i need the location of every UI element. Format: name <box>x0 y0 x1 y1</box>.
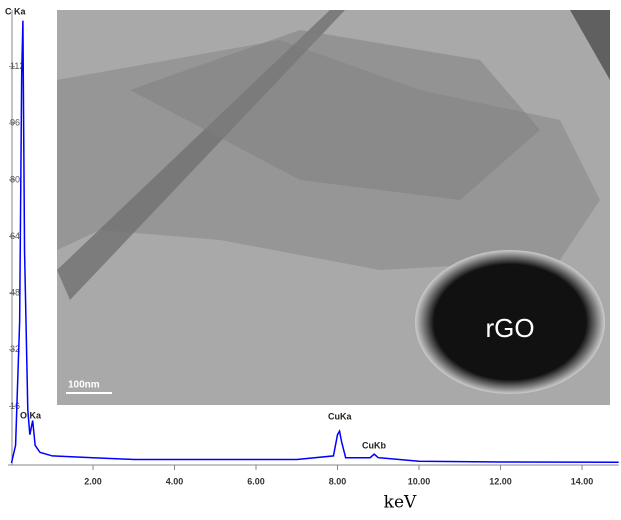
peak-label: O Ka <box>20 410 42 420</box>
x-tick-label: 12.00 <box>489 476 512 486</box>
x-tick-label: 2.00 <box>84 476 102 486</box>
x-tick-label: 8.00 <box>329 476 347 486</box>
x-tick-label: 10.00 <box>408 476 431 486</box>
peak-label: C Ka <box>5 6 26 16</box>
page: 1632486480961122.004.006.008.0010.0012.0… <box>0 0 621 520</box>
inset-label: rGO <box>485 313 534 343</box>
peak-label: CuKb <box>362 440 386 450</box>
x-axis-label: keV <box>384 493 417 513</box>
y-tick-label: 48 <box>10 288 20 298</box>
chart: 1632486480961122.004.006.008.0010.0012.0… <box>0 0 621 515</box>
x-tick-label: 6.00 <box>247 476 265 486</box>
scale-label: 100nm <box>68 380 100 391</box>
x-tick-label: 4.00 <box>166 476 184 486</box>
y-tick-label: 96 <box>10 118 20 128</box>
y-tick-label: 64 <box>10 231 20 241</box>
peak-label: CuKa <box>328 411 352 421</box>
tem-image: rGO 100nm <box>57 10 610 405</box>
y-tick-label: 80 <box>10 174 20 184</box>
x-tick-label: 14.00 <box>571 476 594 486</box>
y-tick-label: 16 <box>10 401 20 411</box>
